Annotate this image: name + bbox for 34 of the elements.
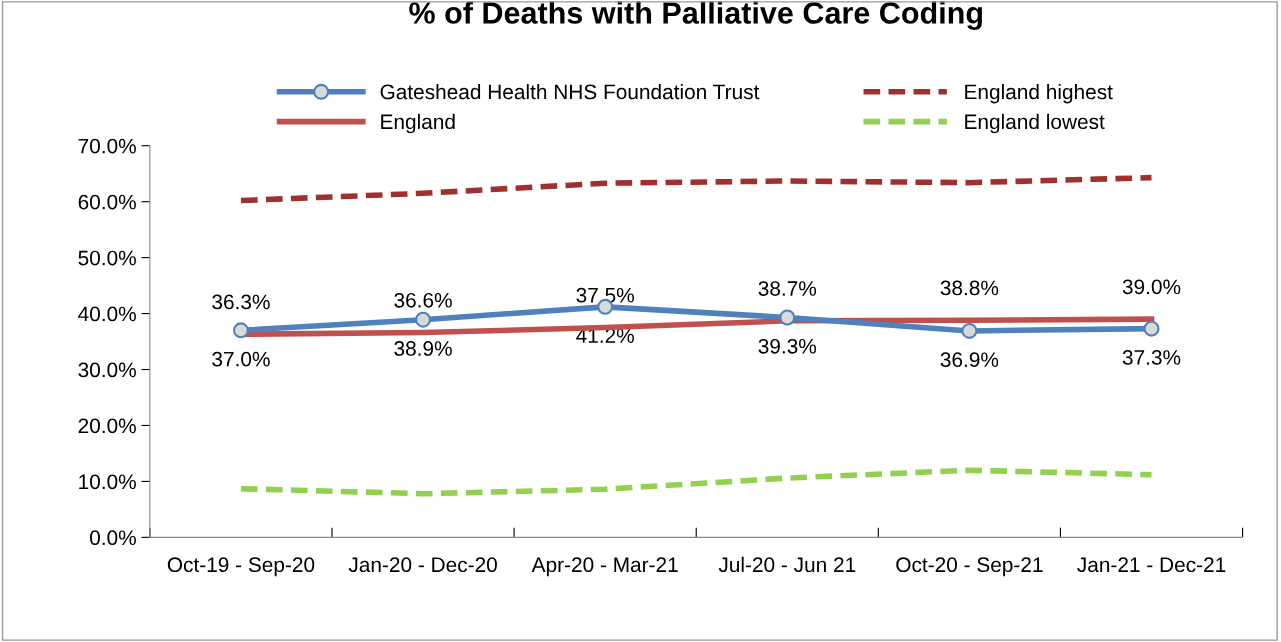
y-tick-label: 20.0% bbox=[78, 418, 136, 434]
data-label: 37.0% bbox=[212, 351, 270, 367]
data-label: 38.9% bbox=[394, 341, 452, 356]
y-tick-label: 30.0% bbox=[78, 362, 136, 378]
data-label: 38.7% bbox=[758, 281, 817, 296]
x-tick-label: Oct-19 - Sep-20 bbox=[167, 557, 315, 577]
data-label: 36.9% bbox=[940, 352, 999, 368]
y-tick-label: 10.0% bbox=[79, 474, 136, 490]
legend-label: England bbox=[381, 113, 455, 134]
y-tick-label: 60.0% bbox=[78, 194, 136, 210]
data-label: 37.3% bbox=[1122, 350, 1181, 365]
legend-label: England highest bbox=[965, 83, 1113, 104]
legend-label: Gateshead Health NHS Foundation Trust bbox=[380, 83, 760, 100]
x-tick-label: Oct-20 - Sep-21 bbox=[896, 557, 1043, 577]
y-tick-label: 40.0% bbox=[78, 306, 136, 322]
legend-label: England lowest bbox=[965, 113, 1105, 134]
data-label: 39.0% bbox=[1122, 279, 1181, 295]
x-tick-label: Jan-21 - Dec-21 bbox=[1077, 557, 1226, 573]
point bbox=[779, 309, 796, 326]
data-label: 36.6% bbox=[394, 292, 452, 308]
x-tick-label: Apr-20 - Mar-21 bbox=[531, 557, 678, 577]
point bbox=[232, 322, 249, 339]
data-label: 36.3% bbox=[212, 294, 270, 310]
y-tick-label: 0.0% bbox=[90, 530, 136, 546]
x-tick-label: Jan-20 - Dec-20 bbox=[348, 557, 497, 573]
x-tick-label: Jul-20 - Jun 21 bbox=[718, 556, 856, 573]
data-label: 38.8% bbox=[940, 280, 999, 296]
point bbox=[1143, 320, 1160, 337]
data-label: 39.3% bbox=[758, 338, 817, 354]
y-tick-label: 50.0% bbox=[78, 250, 136, 266]
y-tick-label: 70.0% bbox=[78, 138, 136, 154]
point bbox=[415, 311, 432, 328]
chart-title: % of Deaths with Palliative Care Coding bbox=[409, 1, 982, 30]
point bbox=[961, 322, 978, 339]
